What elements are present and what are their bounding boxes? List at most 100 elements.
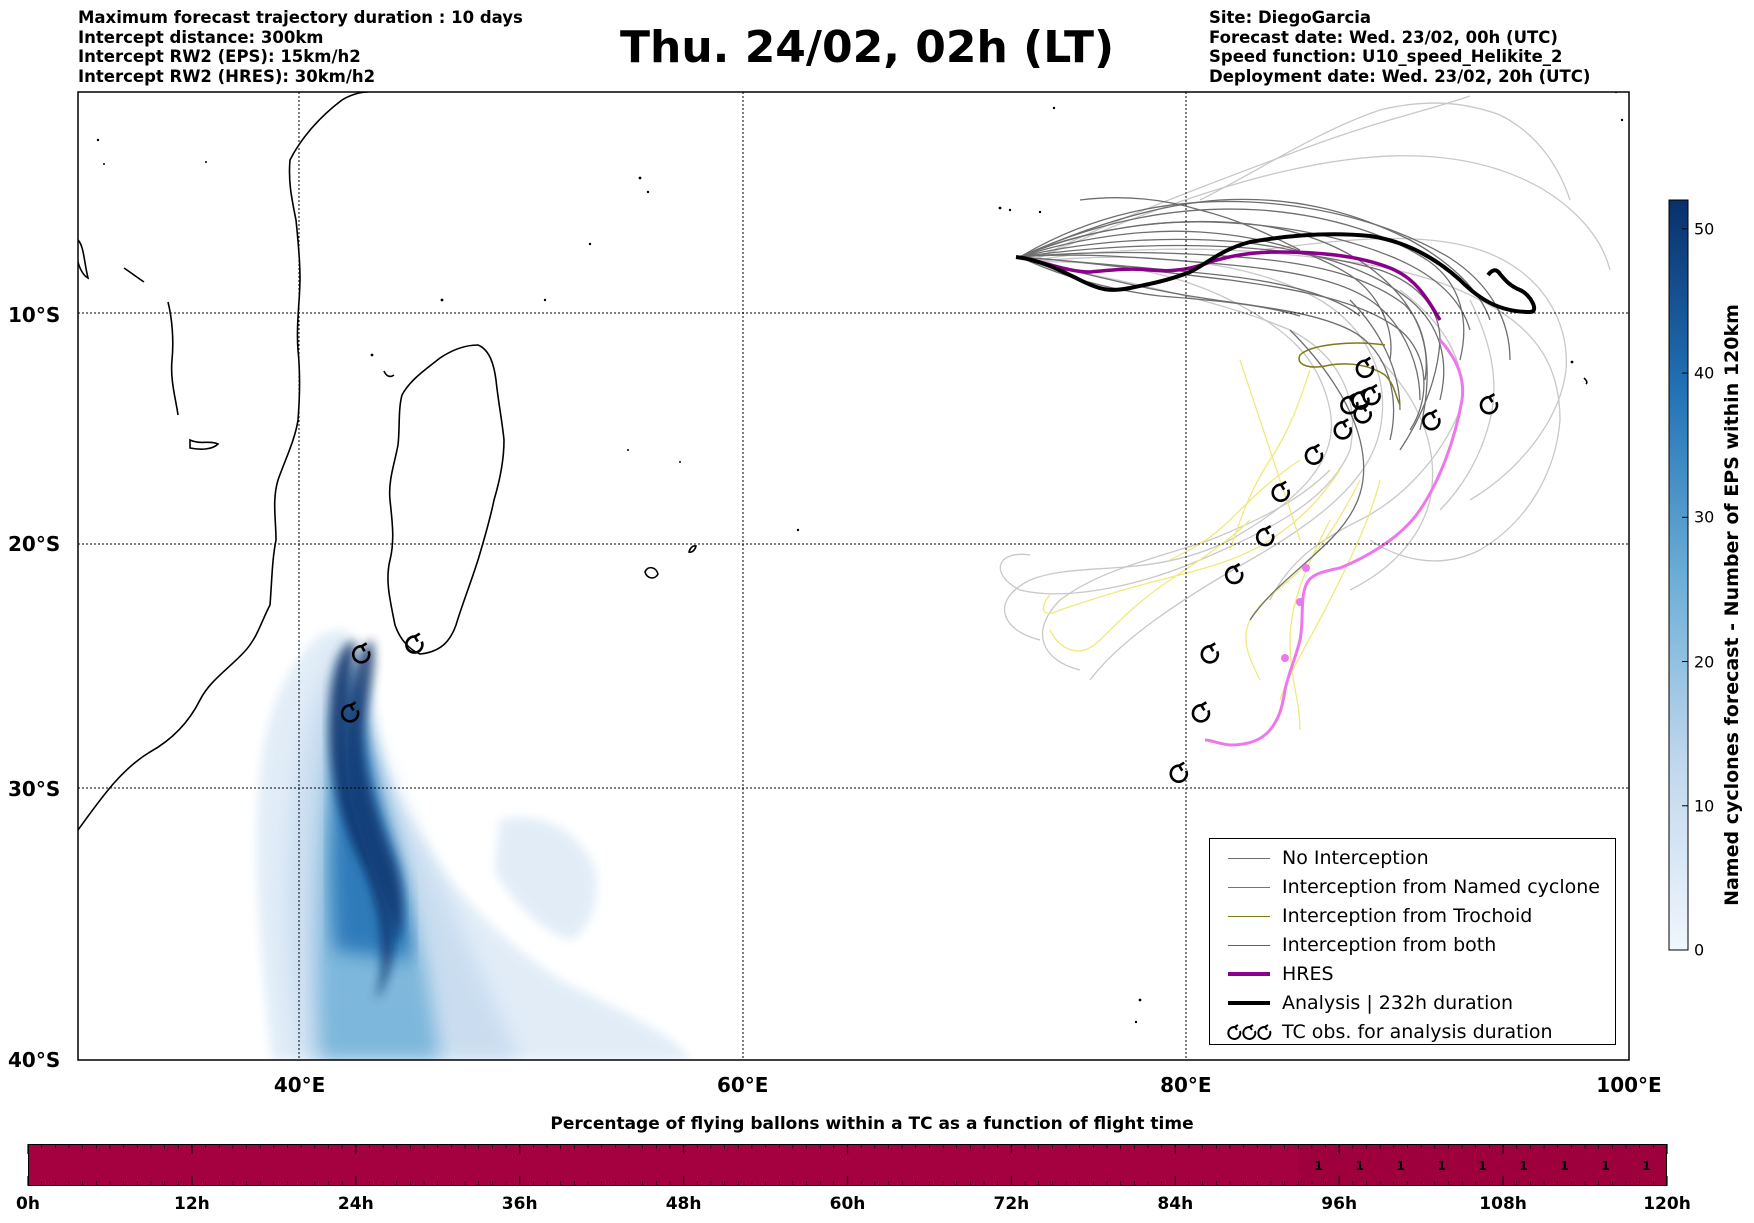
tc-track-dots [1281, 564, 1310, 662]
legend-item: HRES [1220, 961, 1615, 990]
colorbar-title: Named cyclones forecast - Number of EPS … [1721, 304, 1743, 906]
analysis-track [1015, 232, 1537, 315]
tc-obs-symbol [1271, 480, 1290, 502]
map-frame [77, 91, 1630, 1061]
tc-obs-symbol [1479, 393, 1499, 415]
small-islands [96, 92, 1624, 1024]
page-title: Thu. 24/02, 02h (LT) [620, 22, 1115, 73]
lon-tick-label: 40°E [273, 1073, 326, 1097]
tc-obs-symbol [1333, 418, 1353, 440]
coastlines [78, 92, 1588, 831]
ensemble-light-tracks [999, 95, 1611, 681]
tc-obs-symbol [1362, 383, 1381, 406]
legend-item: TC obs. for analysis duration [1220, 1019, 1615, 1048]
lon-tick-label: 60°E [716, 1073, 769, 1097]
lon-tick-label: 100°E [1596, 1073, 1662, 1097]
time-bar-tick-label: 96h [1321, 1194, 1358, 1214]
legend-swatch [1228, 916, 1270, 917]
time-bar-value: 1 [1355, 1159, 1364, 1173]
legend-swatch [1228, 887, 1270, 888]
legend-label: TC obs. for analysis duration [1282, 1021, 1553, 1043]
legend-swatch [1228, 1001, 1270, 1005]
tc-obs-symbol [1255, 525, 1275, 547]
time-bar-tick-label: 48h [665, 1194, 702, 1214]
legend-item: Analysis | 232h duration [1220, 990, 1615, 1019]
tc-obs-symbol [1191, 701, 1211, 723]
tc-obs-symbol [1422, 409, 1441, 431]
ensemble-no-interception-tracks [1019, 197, 1511, 621]
tc-obs-symbol [405, 632, 424, 654]
time-bar-tick-label: 36h [501, 1194, 538, 1214]
tc-observed-track [1204, 338, 1465, 747]
legend-swatch [1228, 858, 1270, 859]
tc-obs-symbol [1169, 761, 1189, 783]
time-bar-tick-label: 0h [16, 1194, 40, 1214]
colorbar-tick-label: 40 [1694, 363, 1715, 383]
legend-label: Analysis | 232h duration [1282, 992, 1514, 1014]
colorbar-tick-label: 50 [1694, 219, 1715, 239]
tc-obs-symbol [1224, 562, 1244, 585]
colorbar-ticks [1682, 228, 1688, 951]
time-bar-title: Percentage of flying ballons within a TC… [550, 1114, 1194, 1134]
tc-obs-symbol [340, 701, 360, 723]
header-right: Site: DiegoGarcia Forecast date: Wed. 23… [1209, 8, 1590, 86]
header-left-line: Maximum forecast trajectory duration : 1… [78, 8, 523, 27]
lat-tick-label: 40°S [8, 1048, 61, 1072]
tc-obs-legend-icon [1227, 1024, 1272, 1040]
hres-track [1019, 250, 1442, 321]
tc-obs-symbol [1353, 402, 1372, 424]
time-bar-tick-label: 84h [1157, 1194, 1194, 1214]
colorbar-tick-label: 30 [1694, 507, 1715, 527]
colorbar-tick-label: 20 [1694, 652, 1715, 672]
tc-obs-symbol [1200, 642, 1220, 664]
time-bar-value: 1 [1519, 1159, 1528, 1173]
header-left: Maximum forecast trajectory duration : 1… [78, 8, 523, 86]
colorbar-tick-label: 10 [1694, 796, 1715, 816]
legend-item: No Interception [1220, 845, 1615, 874]
legend-swatch [1228, 945, 1270, 946]
lat-tick-label: 20°S [8, 532, 61, 557]
time-bar [28, 1144, 1667, 1186]
tc-obs-symbol [1355, 356, 1375, 379]
time-bar-value: 1 [1642, 1159, 1651, 1173]
legend-item: Interception from Trochoid [1220, 903, 1615, 932]
time-bar-value: 1 [1437, 1159, 1446, 1173]
header-left-line: Intercept RW2 (HRES): 30km/h2 [78, 66, 376, 86]
header-right-line: Speed function: U10_speed_Helikite_2 [1209, 47, 1563, 66]
time-bar-value: 1 [1396, 1159, 1405, 1173]
legend-item: Interception from Named cyclone [1220, 874, 1615, 903]
header-right-line: Site: DiegoGarcia [1209, 8, 1372, 27]
colorbar [1668, 199, 1689, 951]
legend-label: Interception from both [1282, 934, 1497, 956]
lat-tick-label: 30°S [8, 776, 61, 801]
time-bar-tick-label: 108h [1479, 1194, 1527, 1214]
graticule [78, 92, 1629, 1060]
legend-item: Interception from both [1220, 932, 1615, 961]
time-bar-tick-label: 24h [337, 1194, 374, 1214]
colorbar-tick-label: 0 [1694, 940, 1705, 960]
tc-obs-symbol [351, 642, 371, 664]
map-legend: No Interception Interception from Named … [1209, 838, 1616, 1045]
time-bar-tick-label: 72h [993, 1194, 1030, 1214]
lon-tick-label: 80°E [1160, 1073, 1212, 1097]
tc-obs-symbol [1304, 443, 1324, 465]
lat-tick-label: 10°S [8, 302, 61, 327]
ensemble-yellow-tracks [1042, 359, 1381, 731]
time-bar-value: 1 [1560, 1159, 1569, 1173]
legend-label: HRES [1282, 963, 1334, 985]
time-bar-tick-label: 12h [174, 1194, 210, 1214]
trochoid-interception-track [1298, 342, 1401, 406]
legend-label: Interception from Named cyclone [1282, 876, 1600, 898]
header-right-line: Deployment date: Wed. 23/02, 20h (UTC) [1209, 66, 1591, 86]
legend-label: No Interception [1282, 847, 1429, 869]
header-left-line: Intercept distance: 300km [78, 27, 324, 47]
time-bar-value: 1 [1314, 1159, 1323, 1173]
tc-obs-symbols [340, 356, 1499, 783]
header-right-line: Forecast date: Wed. 23/02, 00h (UTC) [1209, 27, 1558, 47]
header-left-line: Intercept RW2 (EPS): 15km/h2 [78, 47, 361, 66]
cyclone-density-plume [256, 628, 690, 1060]
time-bar-tick-label: 60h [829, 1194, 866, 1214]
legend-label: Interception from Trochoid [1282, 905, 1533, 927]
legend-swatch [1228, 972, 1270, 976]
